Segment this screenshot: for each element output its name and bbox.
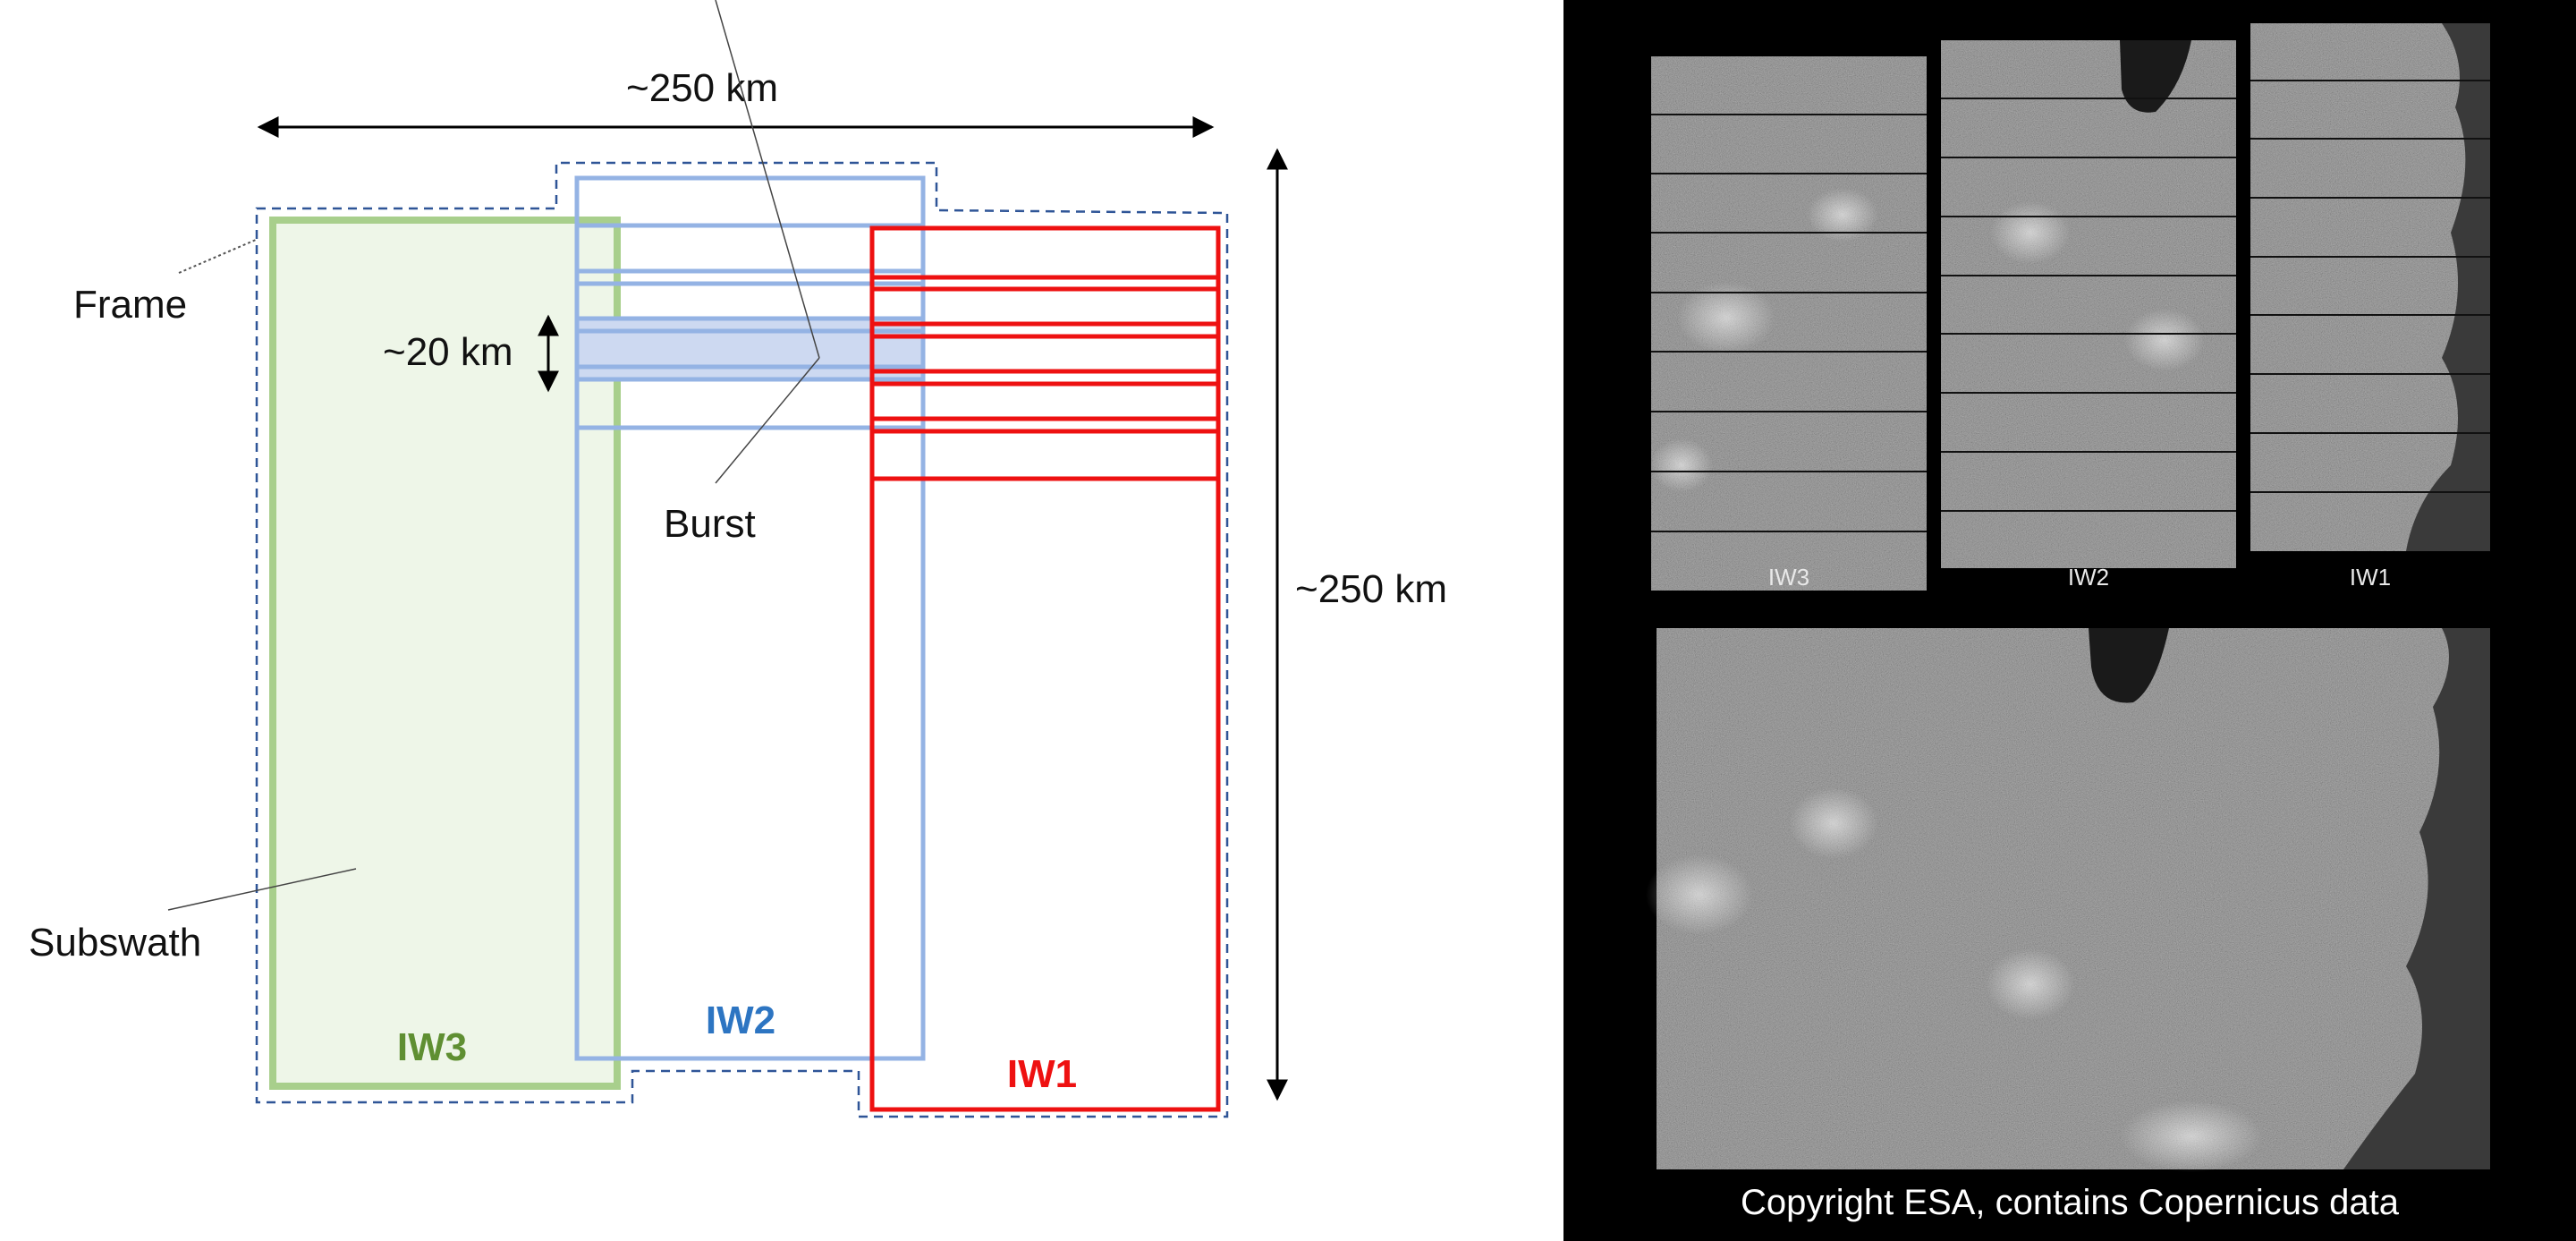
width-dimension-label: ~250 km (626, 66, 778, 110)
iw2-strip-label: IW2 (2068, 564, 2109, 591)
iw1-strip (2250, 23, 2490, 551)
subswath-leader (167, 868, 357, 911)
swath-diagram: ~250 km Frame (29, 0, 1447, 1118)
subswath-iw2 (574, 175, 926, 1061)
height-dimension-label: ~250 km (1295, 567, 1447, 611)
frame-leader-line (178, 239, 257, 274)
copyright-text: Copyright ESA, contains Copernicus data (1741, 1183, 2400, 1222)
subswath-label: Subswath (29, 921, 201, 965)
subswath-iw1 (869, 225, 1221, 1112)
frame-label: Frame (73, 283, 187, 327)
burst-leader-line (715, 0, 820, 359)
iw2-label: IW2 (706, 999, 775, 1042)
iw2-strip (1941, 40, 2236, 568)
subswath-iw3 (269, 217, 621, 1090)
frame-outline (255, 161, 1229, 1118)
burst-dimension-label: ~20 km (383, 330, 513, 374)
burst-label: Burst (664, 502, 756, 546)
merged-mosaic (1646, 628, 2490, 1172)
burst-highlight (577, 319, 923, 379)
iw3-label: IW3 (397, 1025, 467, 1069)
iw3-strip-label: IW3 (1768, 564, 1809, 591)
iw1-strip-label: IW1 (2350, 564, 2391, 591)
burst-leader (715, 357, 820, 484)
iw1-label: IW1 (1007, 1052, 1077, 1096)
iw3-strip (1650, 56, 1927, 591)
sar-imagery-panel: IW3 IW2 IW1 Copyright ESA, contains Cope… (1563, 0, 2576, 1241)
